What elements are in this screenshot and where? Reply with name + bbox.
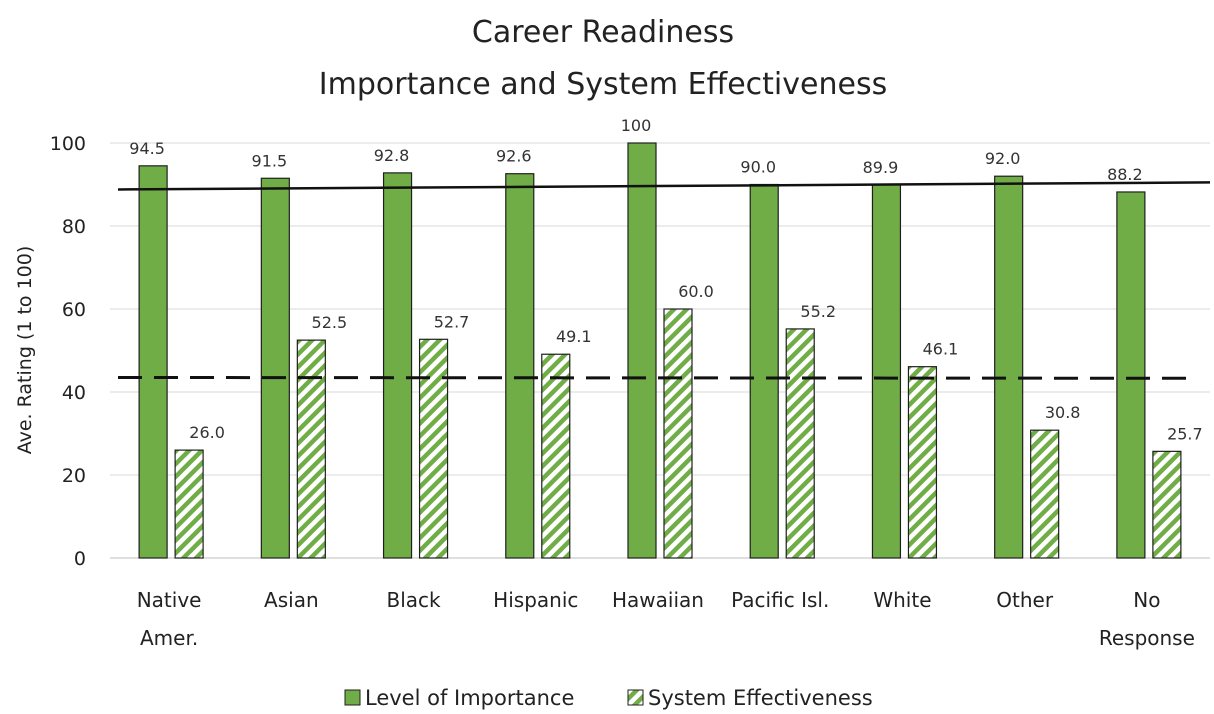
- importance-value-label: 90.0: [740, 158, 776, 177]
- gridlines: [110, 142, 1210, 559]
- effectiveness-value-label: 55.2: [800, 302, 836, 321]
- effectiveness-bar: [785, 328, 815, 559]
- category-label: Black: [386, 588, 441, 612]
- importance-bar: [994, 175, 1024, 559]
- importance-bar: [260, 177, 290, 559]
- effectiveness-value-label: 60.0: [678, 282, 714, 301]
- importance-value-label: 92.0: [985, 149, 1021, 168]
- legend-effectiveness-swatch: [627, 689, 644, 706]
- importance-value-label: 88.2: [1107, 165, 1143, 184]
- importance-value-label: 100: [621, 116, 652, 135]
- legend-label: System Effectiveness: [648, 686, 873, 710]
- y-axis-ticks: 0 20 40 60 80 100: [50, 133, 86, 570]
- y-axis-label: Ave. Rating (1 to 100): [14, 246, 36, 455]
- legend: Level of Importance System Effectiveness: [344, 686, 873, 710]
- category-label: Hawaiian: [612, 588, 704, 612]
- importance-value-label: 91.5: [252, 151, 288, 170]
- effectiveness-bar: [1030, 429, 1060, 559]
- importance-bar: [627, 142, 657, 559]
- category-label: Response: [1099, 626, 1195, 650]
- y-axis-title: Ave. Rating (1 to 100): [14, 246, 36, 455]
- importance-value-label: 92.8: [374, 146, 410, 165]
- y-tick-label: 20: [62, 465, 86, 487]
- category-label: Hispanic: [493, 588, 578, 612]
- importance-bar: [382, 172, 413, 559]
- importance-bar: [871, 184, 902, 559]
- effectiveness-bar: [907, 366, 938, 559]
- chart-title: Career Readiness Importance and System Ef…: [319, 15, 887, 102]
- effectiveness-value-label: 52.5: [312, 313, 348, 332]
- y-tick-label: 40: [62, 382, 86, 404]
- effectiveness-bar: [1152, 450, 1182, 559]
- category-label: Amer.: [140, 626, 198, 650]
- y-tick-label: 0: [74, 548, 86, 570]
- y-tick-label: 80: [62, 216, 86, 238]
- x-axis-categories: Native Amer. Asian Black Hispanic Hawaiian Pac…: [137, 588, 1195, 650]
- importance-trendline: [117, 181, 1211, 191]
- importance-value-label: 92.6: [496, 147, 532, 166]
- effectiveness-bar: [418, 338, 449, 559]
- category-label: Other: [996, 588, 1054, 612]
- effectiveness-bar: [541, 353, 571, 559]
- effectiveness-value-label: 46.1: [923, 340, 959, 359]
- category-label: White: [873, 588, 931, 612]
- legend-importance-swatch: [344, 689, 361, 706]
- chart-title-line: Importance and System Effectiveness: [319, 67, 887, 102]
- y-tick-label: 60: [62, 299, 86, 321]
- effectiveness-bar: [174, 449, 204, 559]
- category-label: No: [1133, 588, 1160, 612]
- importance-value-label: 89.9: [863, 158, 899, 177]
- effectiveness-value-label: 49.1: [556, 327, 592, 346]
- chart-title-line: Career Readiness: [472, 15, 734, 50]
- reference-lines: [117, 181, 1211, 380]
- category-label: Pacific Isl.: [731, 588, 829, 612]
- effectiveness-bar: [296, 339, 326, 559]
- y-tick-label: 100: [50, 133, 86, 155]
- importance-bar: [505, 173, 535, 559]
- importance-bar: [749, 183, 779, 559]
- importance-bar: [138, 165, 168, 559]
- legend-label: Level of Importance: [365, 686, 574, 710]
- effectiveness-value-label: 52.7: [434, 312, 470, 331]
- category-label: Asian: [264, 588, 319, 612]
- bars: [138, 142, 1182, 559]
- effectiveness-bar: [663, 308, 693, 559]
- effectiveness-value-label: 26.0: [189, 423, 225, 442]
- category-label: Native: [137, 588, 202, 612]
- effectiveness-value-label: 25.7: [1167, 424, 1203, 443]
- data-labels: 94.5 26.0 91.5 52.5 92.8 52.7 92.6 49.1 100 60.0 9…: [129, 116, 1202, 443]
- effectiveness-value-label: 30.8: [1045, 403, 1081, 422]
- importance-bar: [1116, 191, 1146, 559]
- importance-value-label: 94.5: [129, 139, 165, 158]
